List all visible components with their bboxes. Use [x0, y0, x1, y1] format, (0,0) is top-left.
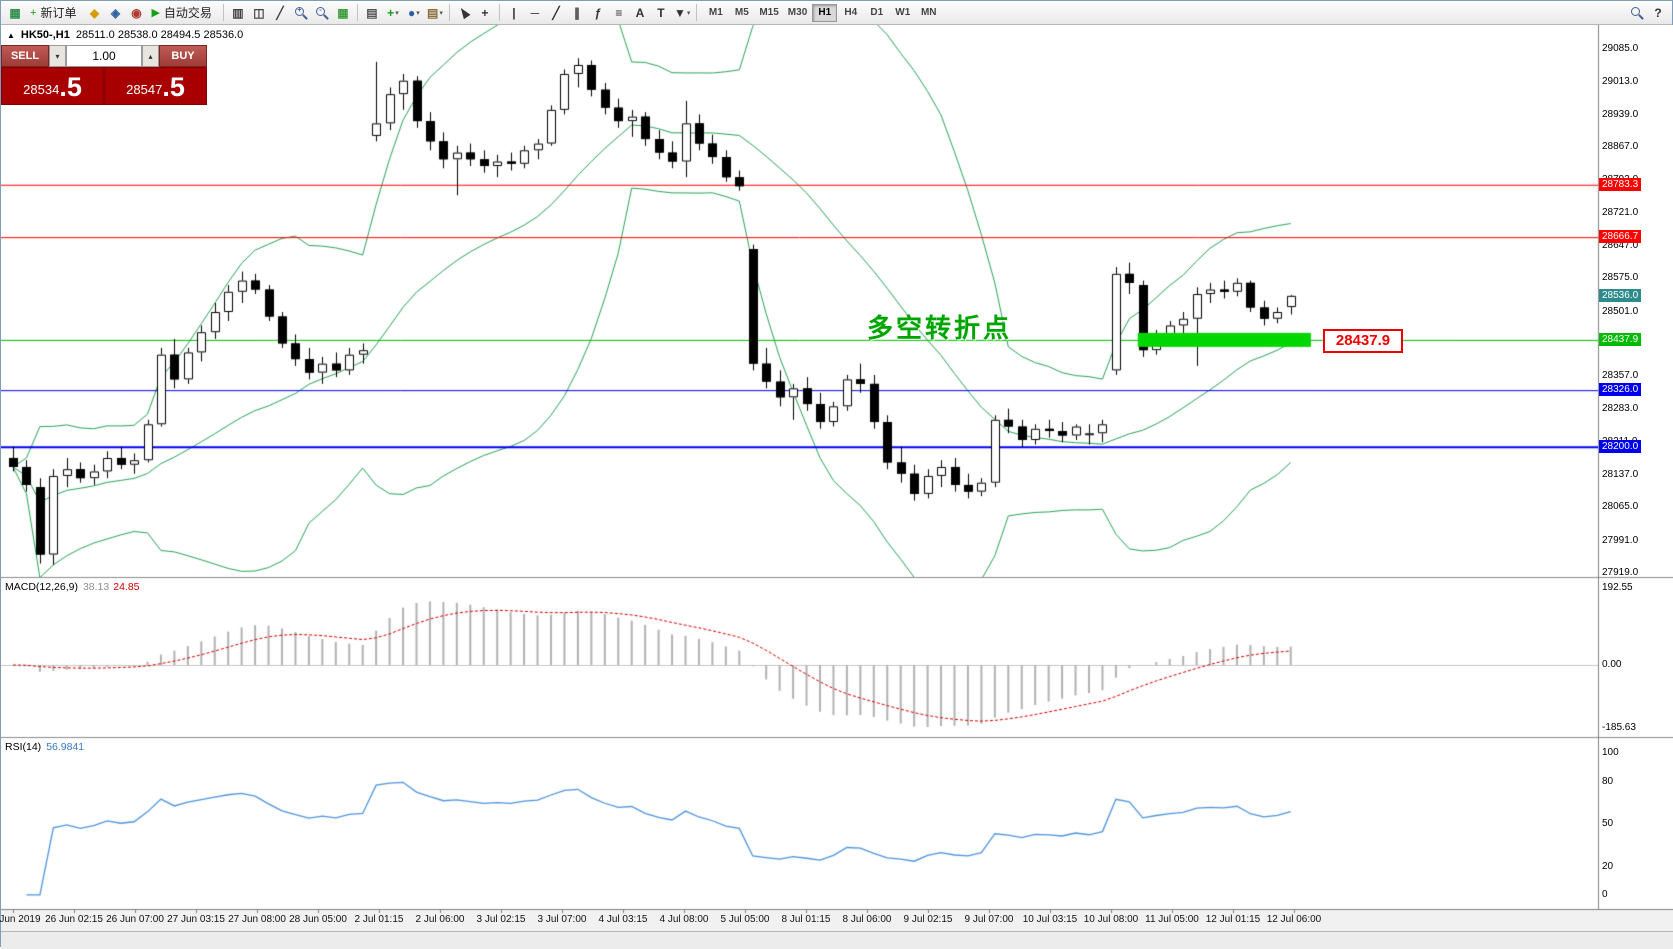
- crosshair-icon-glyph: +: [481, 5, 489, 20]
- zoom-out-icon-glyph: -: [314, 5, 330, 21]
- vertical-line-icon[interactable]: |: [504, 3, 524, 23]
- objects-icon-glyph: ≡: [615, 5, 623, 20]
- sell-button[interactable]: SELL: [1, 45, 49, 67]
- timeframe-button-MN[interactable]: MN: [916, 4, 941, 22]
- auto-trading-button[interactable]: ▶ 自动交易: [147, 3, 218, 23]
- fibonacci-icon-glyph: ƒ: [594, 5, 602, 20]
- text-icon-glyph: A: [635, 5, 645, 20]
- zoom-in-icon[interactable]: +: [291, 3, 311, 23]
- timeframes-menu-icon-glyph: ●: [408, 5, 416, 20]
- navigator-icon-glyph: ◉: [131, 5, 142, 20]
- timeframes-menu-icon[interactable]: ● ▾: [404, 3, 424, 23]
- timeframes-menu-icon-dropdown-arrow: ▾: [416, 9, 420, 17]
- templates-icon-glyph: ▤: [427, 5, 439, 20]
- trade-panel-prices: 28534.5 28547.5: [1, 67, 207, 105]
- toolbar-separator: [696, 4, 698, 21]
- crosshair-icon[interactable]: +: [475, 3, 495, 23]
- channel-icon-glyph: ∥: [573, 5, 580, 20]
- zoom-in-icon-glyph: +: [293, 5, 309, 21]
- text-icon[interactable]: A: [630, 3, 650, 23]
- objects-icon[interactable]: ≡: [609, 3, 629, 23]
- indicators-icon-glyph: +: [387, 5, 395, 20]
- timeframe-button-M30[interactable]: M30: [784, 4, 811, 22]
- data-window-icon-glyph: ◈: [110, 5, 121, 20]
- timeframe-buttons: M1 M5 M15 M30 H1 H4 D1 W1 MN: [703, 3, 941, 22]
- bar-chart-type-icon-glyph: ▥: [232, 5, 244, 20]
- search-icon-glyph: [1629, 5, 1645, 21]
- toolbar-separator: [448, 4, 450, 21]
- volume-decrease-button[interactable]: ▾: [49, 45, 66, 67]
- grid-icon-glyph: ▦: [337, 5, 349, 20]
- toolbar-separator: [222, 4, 224, 21]
- arrow-objects-icon-dropdown-arrow: ▾: [686, 9, 691, 17]
- trendline-icon-glyph: ╱: [552, 5, 560, 20]
- vertical-line-icon-glyph: |: [512, 5, 516, 20]
- timeframe-button-W1[interactable]: W1: [890, 4, 915, 22]
- buy-price-fraction: .5: [162, 72, 185, 102]
- indicators-icon[interactable]: + ▾: [383, 3, 403, 23]
- trendline-icon[interactable]: ╱: [546, 3, 566, 23]
- buy-price-main: 28547: [126, 82, 163, 97]
- horizontal-line-icon[interactable]: ─: [525, 3, 545, 23]
- tile-windows-icon[interactable]: ▤: [362, 3, 382, 23]
- line-chart-type-icon[interactable]: ╱: [270, 3, 290, 23]
- one-click-trading-panel: SELL ▾ ▴ BUY 28534.5 28547.5: [1, 45, 207, 105]
- market-watch-icon-glyph: ◆: [89, 5, 100, 20]
- sell-price-fraction: .5: [59, 72, 82, 102]
- play-icon: ▶: [151, 7, 160, 19]
- toolbar: ▦ + 新订单 ◆ ◈ ◉ ▶ 自动交易 ▥ ◫ ╱ + - ▦ ▤ + ▾ ● ▾ ▤ ▾ + | ─ ╱ ∥ ƒ ≡ A T ▼ ▾ M1 M…: [1, 1, 1672, 25]
- volume-input[interactable]: [66, 45, 142, 67]
- arrow-objects-icon-glyph: ▼: [673, 5, 686, 20]
- search-icon[interactable]: [1627, 3, 1647, 23]
- timeframe-button-M15[interactable]: M15: [755, 4, 782, 22]
- zoom-out-icon[interactable]: -: [312, 3, 332, 23]
- toolbar-separator: [356, 4, 358, 21]
- auto-trading-button-label: 自动交易: [163, 6, 212, 20]
- fibonacci-icon[interactable]: ƒ: [588, 3, 608, 23]
- grid-icon[interactable]: ▦: [333, 3, 353, 23]
- help-icon[interactable]: ?: [1648, 3, 1668, 23]
- new-order-icon: +: [30, 6, 37, 19]
- new-order-button-label: 新订单: [40, 6, 77, 20]
- candlestick-type-icon-glyph: ◫: [253, 5, 265, 20]
- sell-price[interactable]: 28534.5: [1, 67, 104, 105]
- channel-icon[interactable]: ∥: [567, 3, 587, 23]
- toolbar-separator: [498, 4, 500, 21]
- chart-window-icon-glyph: ▦: [9, 5, 21, 20]
- chart-window-icon[interactable]: ▦: [5, 3, 25, 23]
- market-watch-icon[interactable]: ◆: [84, 3, 104, 23]
- timeframe-button-H1[interactable]: H1: [812, 3, 838, 22]
- templates-icon[interactable]: ▤ ▾: [425, 3, 445, 23]
- buy-price[interactable]: 28547.5: [104, 67, 207, 105]
- trade-panel-controls: SELL ▾ ▴ BUY: [1, 45, 207, 67]
- help-icon-glyph: ?: [1654, 5, 1662, 20]
- indicators-icon-dropdown-arrow: ▾: [395, 9, 399, 17]
- volume-increase-button[interactable]: ▴: [142, 45, 159, 67]
- chart-workspace: ▲ HK50-,H1 28511.0 28538.0 28494.5 28536…: [0, 25, 1673, 949]
- horizontal-line-icon-glyph: ─: [530, 5, 540, 20]
- new-order-button[interactable]: + 新订单: [26, 3, 83, 23]
- arrow-objects-icon[interactable]: ▼ ▾: [672, 3, 692, 23]
- tile-windows-icon-glyph: ▤: [366, 5, 378, 20]
- sell-price-main: 28534: [23, 82, 60, 97]
- timeframe-button-M1[interactable]: M1: [703, 4, 728, 22]
- candlestick-type-icon[interactable]: ◫: [249, 3, 269, 23]
- text-label-icon[interactable]: T: [651, 3, 671, 23]
- line-chart-type-icon-glyph: ╱: [276, 5, 284, 20]
- window-bottom-edge: [1, 931, 1673, 949]
- price-chart-canvas[interactable]: [1, 25, 1673, 931]
- cursor-icon[interactable]: [454, 3, 474, 23]
- navigator-icon[interactable]: ◉: [126, 3, 146, 23]
- timeframe-button-D1[interactable]: D1: [864, 4, 889, 22]
- bar-chart-type-icon[interactable]: ▥: [228, 3, 248, 23]
- templates-icon-dropdown-arrow: ▾: [439, 9, 443, 17]
- data-window-icon[interactable]: ◈: [105, 3, 125, 23]
- timeframe-button-M5[interactable]: M5: [729, 4, 754, 22]
- timeframe-button-H4[interactable]: H4: [838, 4, 863, 22]
- cursor-icon-glyph: [457, 5, 471, 20]
- buy-button[interactable]: BUY: [159, 45, 207, 67]
- text-label-icon-glyph: T: [657, 5, 665, 20]
